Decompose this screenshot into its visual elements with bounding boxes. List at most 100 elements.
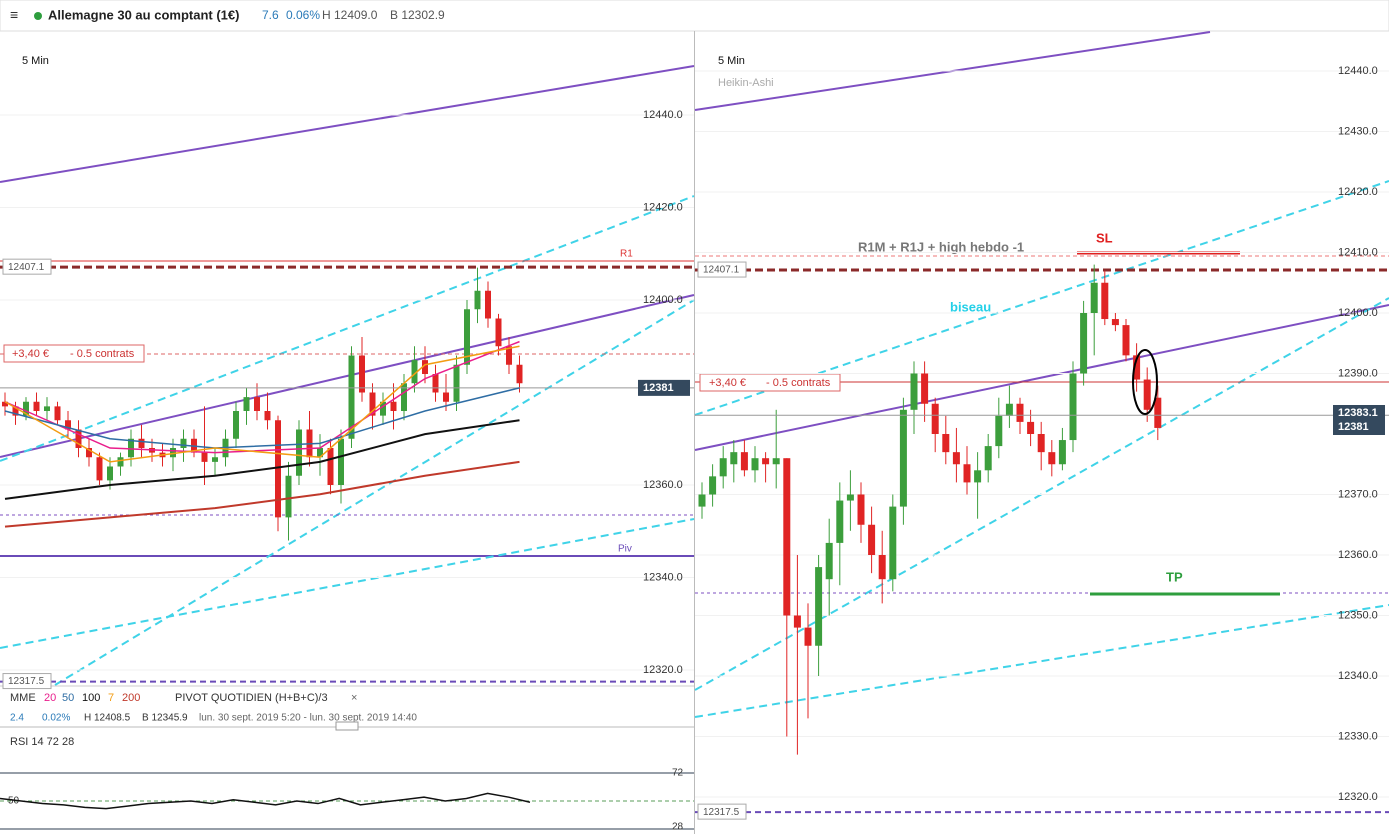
candle-body: [96, 457, 103, 481]
moving-average: [4, 460, 520, 528]
candle-body: [212, 457, 218, 462]
candle-body: [285, 475, 292, 518]
candle-body: [296, 429, 302, 476]
candle-body: [740, 452, 748, 471]
candle-body: [825, 542, 833, 580]
candle-body: [44, 406, 50, 411]
candle-body: [327, 448, 334, 485]
candle-body: [12, 406, 19, 416]
y-tick-label: 12320.0: [643, 664, 683, 676]
pivot-indicator: PIVOT QUOTIDIEN (H+B+C)/3: [175, 692, 328, 704]
close-button[interactable]: ×: [351, 692, 357, 704]
r1-label: R1: [620, 249, 633, 260]
candle-body: [1037, 434, 1045, 453]
candle-body: [1101, 282, 1109, 320]
candle-body: [422, 360, 428, 374]
moving-average: [4, 387, 520, 449]
candle-body: [86, 448, 92, 458]
candle-body: [201, 452, 208, 462]
position-size: - 0.5 contrats: [766, 377, 831, 389]
y-tick-label: 12330.0: [1338, 730, 1378, 742]
candle-body: [411, 360, 418, 384]
candle-body: [931, 403, 939, 434]
info-range: lun. 30 sept. 2019 5:20 - lun. 30 sept. …: [199, 713, 417, 724]
candle-body: [1027, 421, 1035, 434]
candle-body: [942, 434, 950, 453]
moving-average: [4, 340, 520, 454]
y-tick-label: 12360.0: [643, 479, 683, 491]
candle-body: [23, 401, 29, 416]
price-tag: [1333, 419, 1385, 435]
rsi-tick-label: 28: [672, 822, 684, 833]
trend-line: [0, 65, 695, 183]
candle-body: [1048, 452, 1056, 465]
candle-body: [317, 448, 323, 458]
legend-entry: 200: [122, 692, 140, 704]
candle-body: [485, 290, 491, 319]
indicator-name: MME: [10, 692, 36, 704]
resize-handle[interactable]: [335, 721, 359, 731]
change: 7.6: [262, 8, 279, 22]
low: B 12302.9: [390, 8, 445, 22]
legend-entry: 7: [108, 692, 114, 704]
y-tick-label: 12400.0: [1338, 307, 1378, 319]
sl-label: SL: [1096, 230, 1113, 245]
candle-body: [495, 318, 502, 347]
position-pnl: +3,40 €: [12, 348, 49, 360]
candle-body: [359, 355, 365, 393]
channel-line: [694, 297, 1389, 691]
candle-body: [1080, 313, 1088, 374]
candle-body: [338, 438, 344, 485]
candle-body: [1111, 319, 1119, 326]
position-pnl: +3,40 €: [709, 377, 746, 389]
interval: 5 Min: [718, 55, 745, 67]
candle-body: [369, 392, 376, 416]
candle-body: [464, 309, 470, 365]
y-tick-label: 12360.0: [1338, 549, 1378, 561]
candle-body: [804, 627, 812, 646]
candle-body: [793, 615, 801, 628]
price-tag: [1333, 405, 1385, 421]
info-low: B 12345.9: [142, 713, 188, 724]
candle-body: [264, 411, 271, 421]
y-tick-label: 12430.0: [1338, 125, 1378, 137]
rsi-tick-label: 50: [8, 796, 20, 807]
y-tick-label: 12420.0: [643, 201, 683, 213]
level-label: 12407.1: [8, 262, 45, 273]
wedge-label: biseau: [950, 299, 991, 314]
candle-body: [180, 438, 187, 448]
menu-icon[interactable]: ≡: [10, 7, 18, 23]
high: H 12409.0: [322, 8, 378, 22]
candle-body: [516, 364, 523, 384]
candle-body: [275, 420, 281, 518]
candle-body: [117, 457, 124, 467]
candle-body: [836, 500, 844, 543]
candle-body: [963, 464, 971, 483]
candle-body: [899, 409, 907, 507]
candle-body: [846, 494, 854, 501]
trend-line: [694, 304, 1389, 451]
candle-body: [1154, 397, 1162, 428]
instrument-title[interactable]: Allemagne 30 au comptant (1€): [48, 7, 239, 22]
level-label: 12317.5: [8, 676, 45, 687]
channel-line: [0, 195, 695, 462]
candle-body: [33, 401, 40, 411]
candle-body: [1069, 373, 1077, 441]
price-tag-label: 12383.1: [1338, 407, 1378, 419]
level-tag: [697, 261, 747, 278]
candle-body: [128, 438, 134, 458]
candle-body: [1058, 440, 1066, 465]
interval: 5 Min: [22, 55, 49, 67]
legend-entry: 100: [82, 692, 100, 704]
highlight-circle: [1132, 349, 1158, 415]
candle-body: [1122, 325, 1130, 356]
y-tick-label: 12440.0: [643, 109, 683, 121]
y-tick-label: 12370.0: [1338, 488, 1378, 500]
candle-body: [401, 383, 407, 411]
position-tag[interactable]: [3, 344, 145, 363]
moving-average: [4, 419, 520, 500]
candle-body: [348, 355, 355, 439]
legend-entry: 50: [62, 692, 74, 704]
candle-body: [1143, 379, 1151, 410]
